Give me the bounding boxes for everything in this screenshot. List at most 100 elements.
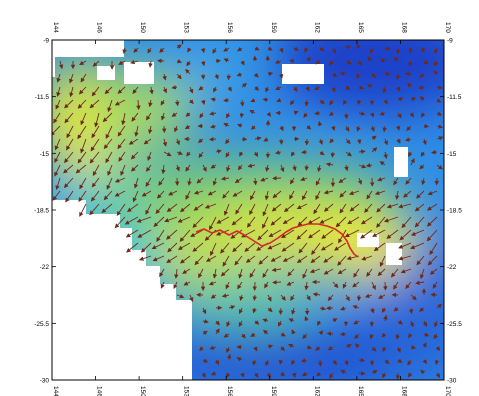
current-arrow <box>423 332 430 337</box>
current-arrow <box>252 294 258 301</box>
current-arrow <box>297 216 308 227</box>
current-arrow <box>432 281 438 289</box>
current-arrow <box>360 229 373 239</box>
current-arrow <box>238 268 243 279</box>
current-arrow <box>236 72 243 77</box>
current-arrow <box>249 268 256 278</box>
current-arrow <box>226 320 231 328</box>
current-arrow <box>164 216 178 223</box>
current-arrow <box>281 229 295 239</box>
current-arrow <box>272 176 282 181</box>
current-arrow <box>106 177 113 190</box>
current-arrow <box>407 359 412 366</box>
x-tick-label: 162 <box>313 386 320 396</box>
current-arrow <box>397 112 402 119</box>
current-arrow <box>410 242 425 250</box>
current-arrow <box>214 359 220 365</box>
current-arrow <box>330 151 336 158</box>
current-arrow <box>80 112 87 126</box>
current-arrow <box>358 371 366 376</box>
current-arrow <box>213 86 218 93</box>
current-arrow <box>214 73 219 80</box>
y-tick-label: -30 <box>447 378 457 385</box>
current-arrow <box>166 229 178 240</box>
current-arrow <box>245 255 256 263</box>
current-arrow <box>422 342 427 348</box>
current-arrow <box>262 318 269 323</box>
current-arrow <box>338 229 347 244</box>
current-arrow <box>291 307 296 315</box>
current-arrow <box>282 255 295 262</box>
current-arrow <box>236 357 243 362</box>
current-arrow <box>78 86 87 95</box>
current-arrow <box>230 229 243 239</box>
current-arrow <box>317 320 322 326</box>
current-arrow <box>327 345 334 351</box>
y-tick-label: -11.5 <box>35 94 50 101</box>
current-arrow <box>420 112 426 118</box>
current-arrow <box>275 85 282 91</box>
current-arrow <box>366 190 373 200</box>
current-arrow <box>371 135 377 141</box>
current-arrow <box>232 190 243 197</box>
current-arrow <box>436 111 443 116</box>
current-arrow <box>345 294 350 302</box>
current-arrow <box>383 99 388 105</box>
x-tick-label: 162 <box>313 22 320 33</box>
current-arrow <box>216 216 230 224</box>
current-arrow <box>379 111 386 116</box>
current-arrow <box>176 150 183 155</box>
current-arrow <box>370 125 375 133</box>
current-arrow <box>210 164 217 169</box>
current-arrow <box>159 47 165 53</box>
current-arrow <box>315 177 321 186</box>
current-arrow <box>292 164 297 172</box>
current-arrow <box>156 190 165 199</box>
current-arrow <box>405 177 412 185</box>
current-arrow <box>197 138 204 143</box>
current-arrow <box>296 229 308 240</box>
current-arrow <box>54 151 61 164</box>
current-arrow <box>226 112 231 119</box>
current-arrow <box>103 190 113 201</box>
current-arrow <box>89 151 100 164</box>
current-arrow <box>258 255 269 265</box>
current-arrow <box>130 151 139 160</box>
current-arrow <box>352 305 360 310</box>
current-arrow <box>92 164 100 177</box>
current-arrow <box>246 216 256 228</box>
current-arrow <box>176 44 182 49</box>
current-arrow <box>281 242 295 252</box>
current-arrow <box>356 73 361 79</box>
current-arrow <box>393 177 399 186</box>
current-arrow <box>278 73 284 79</box>
current-arrow <box>63 164 74 174</box>
current-arrow <box>291 359 296 366</box>
current-arrow <box>406 125 412 132</box>
x-axis-bottom: 144 146 150 153 156 159 162 165 168 170 <box>51 376 451 396</box>
y-tick-label: -9 <box>43 38 49 45</box>
current-arrow <box>159 268 165 278</box>
current-arrow <box>192 216 204 228</box>
current-arrow <box>149 86 154 95</box>
current-arrow <box>227 353 232 361</box>
current-arrow <box>182 268 191 274</box>
current-arrow <box>156 229 165 242</box>
current-arrow <box>383 138 388 146</box>
current-arrow <box>204 203 217 209</box>
current-arrow <box>323 255 334 263</box>
current-arrow <box>427 190 438 196</box>
current-arrow <box>158 177 165 186</box>
current-arrow <box>361 255 373 261</box>
y-axis-left: -9 -11.5 -15 -18.5 -22 -25.5 -30 <box>34 38 56 385</box>
x-tick-label: 153 <box>183 386 190 396</box>
current-arrow <box>343 99 348 105</box>
current-arrow <box>126 203 139 213</box>
current-arrow <box>210 97 217 102</box>
current-arrow <box>234 255 243 266</box>
current-arrow <box>436 98 442 103</box>
current-arrow <box>291 329 296 335</box>
current-arrow <box>220 242 230 254</box>
current-arrow <box>317 164 322 173</box>
